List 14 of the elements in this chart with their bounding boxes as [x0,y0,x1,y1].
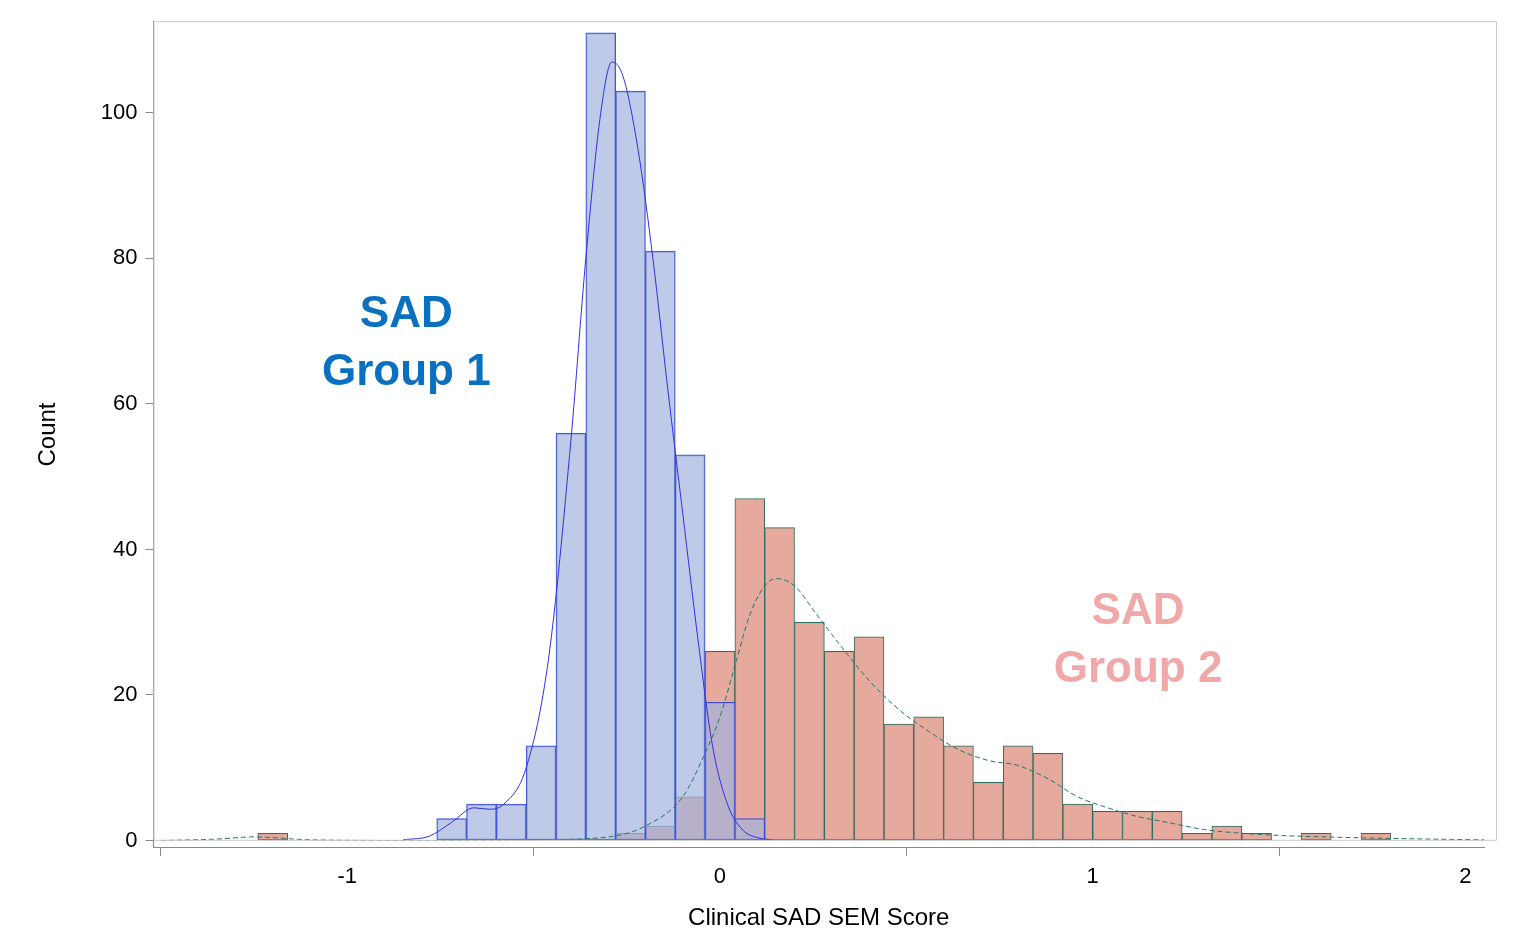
y-tick-label: 0 [125,826,138,852]
x-axis-title: Clinical SAD SEM Score [688,903,950,931]
y-tick-label: 60 [113,390,138,415]
y-tick-label: 80 [113,244,138,270]
annotation: SAD Group 1 [321,286,491,394]
annotation: SAD Group 2 [1053,584,1223,692]
x-tick-label: -1 [337,863,358,889]
x-tick-label: 1 [1086,863,1099,889]
x-tick-label: 0 [713,863,727,889]
x-tick-label: 2 [1459,863,1472,889]
y-tick-label: 100 [100,98,138,124]
y-tick-label: 40 [113,535,138,561]
y-tick-label: 20 [113,681,138,707]
y-axis-title: Count [33,402,61,467]
